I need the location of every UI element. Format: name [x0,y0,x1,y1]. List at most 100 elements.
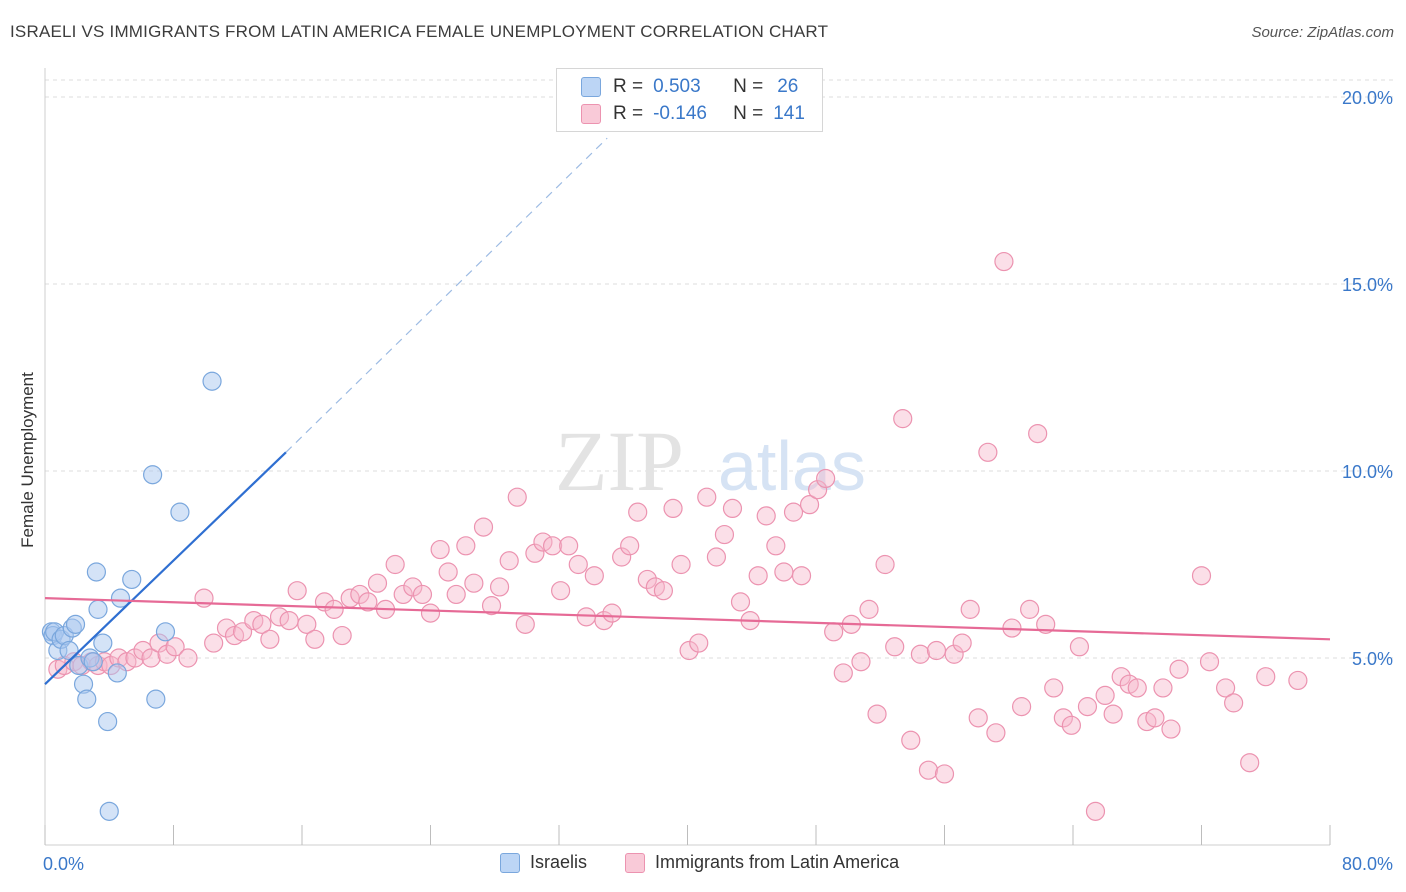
legend-swatch-blue [500,852,520,873]
legend-n-value: 141 [773,103,805,124]
data-point-latin-america [1288,670,1308,691]
data-point-israelis [202,371,222,391]
data-point-latin-america [885,637,905,657]
data-point-latin-america [867,704,887,724]
data-point-latin-america [204,633,224,653]
data-point-latin-america [324,599,344,619]
data-point-latin-america [430,539,450,560]
data-point-latin-america [1011,697,1032,717]
data-point-latin-america [791,566,812,586]
data-point-latin-america [499,551,519,571]
data-point-israelis [65,614,86,634]
data-point-latin-america [473,517,494,537]
data-point-israelis [83,652,103,672]
data-point-latin-america [671,554,691,575]
y-tick-label: 15.0% [1342,275,1393,295]
data-point-latin-america [287,581,307,601]
data-point-israelis [93,633,113,653]
data-point-latin-america [1053,708,1073,728]
data-point-latin-america [568,554,588,575]
data-point-latin-america [893,409,913,429]
data-point-latin-america [612,547,632,567]
data-point-latin-america [816,468,836,489]
data-point-latin-america [934,764,955,784]
watermark-atlas: atlas [718,427,866,505]
data-point-latin-america [851,652,871,672]
data-point-israelis [98,711,118,732]
data-point-latin-america [438,562,458,582]
trend-line-israelis [44,451,287,685]
data-point-latin-america [1061,715,1081,735]
series-israelis-points [41,371,222,821]
data-point-latin-america [350,584,370,605]
data-point-latin-america [766,536,786,556]
data-point-latin-america [910,644,931,664]
data-point-latin-america [165,637,185,657]
data-point-latin-america [279,610,299,631]
data-point-latin-america [367,573,388,593]
data-point-israelis [110,588,131,608]
data-point-latin-america [525,543,545,563]
trend-line-latin-america [44,597,1331,641]
data-point-latin-america [978,442,998,462]
legend-swatch-pink [625,852,646,873]
data-point-latin-america [481,596,502,616]
legend-r-label: R = [613,76,644,97]
data-point-latin-america [1191,566,1212,586]
axes [44,68,1331,846]
data-point-latin-america [714,524,735,545]
chart-title: ISRAELI VS IMMIGRANTS FROM LATIN AMERICA… [10,22,829,41]
trend-lines [44,137,1331,685]
data-point-latin-america [1069,637,1090,657]
data-point-latin-america [960,599,980,619]
data-point-latin-america [824,622,844,642]
legend-r-value: 0.503 [653,76,701,97]
data-point-latin-america [1169,659,1189,679]
data-point-latin-america [1199,652,1220,672]
data-point-latin-america [1256,667,1276,687]
legend-swatch-blue [581,77,601,97]
data-point-latin-america [252,614,272,634]
data-point-latin-america [783,502,804,522]
data-point-latin-america [926,640,947,661]
source-label: Source: ZipAtlas.com [1251,24,1394,41]
tick-labels: 5.0% 10.0% 15.0% 20.0% 0.0% 80.0% [43,88,1393,874]
data-point-latin-america [944,644,964,664]
x-tick-label: 80.0% [1342,854,1393,874]
data-point-latin-america [1103,704,1123,724]
data-point-israelis [146,689,166,709]
data-point-latin-america [653,581,674,601]
y-tick-label: 20.0% [1342,88,1393,108]
data-point-latin-america [1077,697,1098,717]
data-point-latin-america [489,577,510,597]
legend-row-latin-america: R = -0.146 N = 141 [581,101,805,127]
legend-row-israelis: R = 0.503 N = 26 [581,74,798,100]
data-point-latin-america [141,648,161,668]
data-point-latin-america [859,599,879,619]
data-point-latin-america [1028,424,1048,444]
legend-n-value: 26 [777,76,799,97]
data-point-latin-america [1111,667,1131,687]
data-point-latin-america [918,760,939,780]
data-point-israelis [155,622,176,642]
data-point-latin-america [515,614,535,634]
data-point-latin-america [456,536,476,556]
data-point-latin-america [637,569,657,590]
data-point-latin-america [178,648,198,668]
data-point-latin-america [446,584,466,605]
data-point-latin-america [774,562,794,582]
data-point-latin-america [730,592,751,612]
data-point-latin-america [756,506,776,526]
y-tick-label: 10.0% [1342,462,1393,482]
data-point-latin-america [305,629,325,649]
stats-legend: R = 0.503 N = 26 R = -0.146 N = 141 [556,68,823,132]
data-point-latin-america [1036,614,1056,634]
data-point-latin-america [559,536,579,556]
data-point-latin-america [602,603,622,623]
data-point-latin-america [952,633,972,653]
data-point-latin-america [968,708,988,728]
data-point-latin-america [332,625,352,646]
data-point-israelis [143,465,163,485]
data-point-israelis [86,562,107,582]
